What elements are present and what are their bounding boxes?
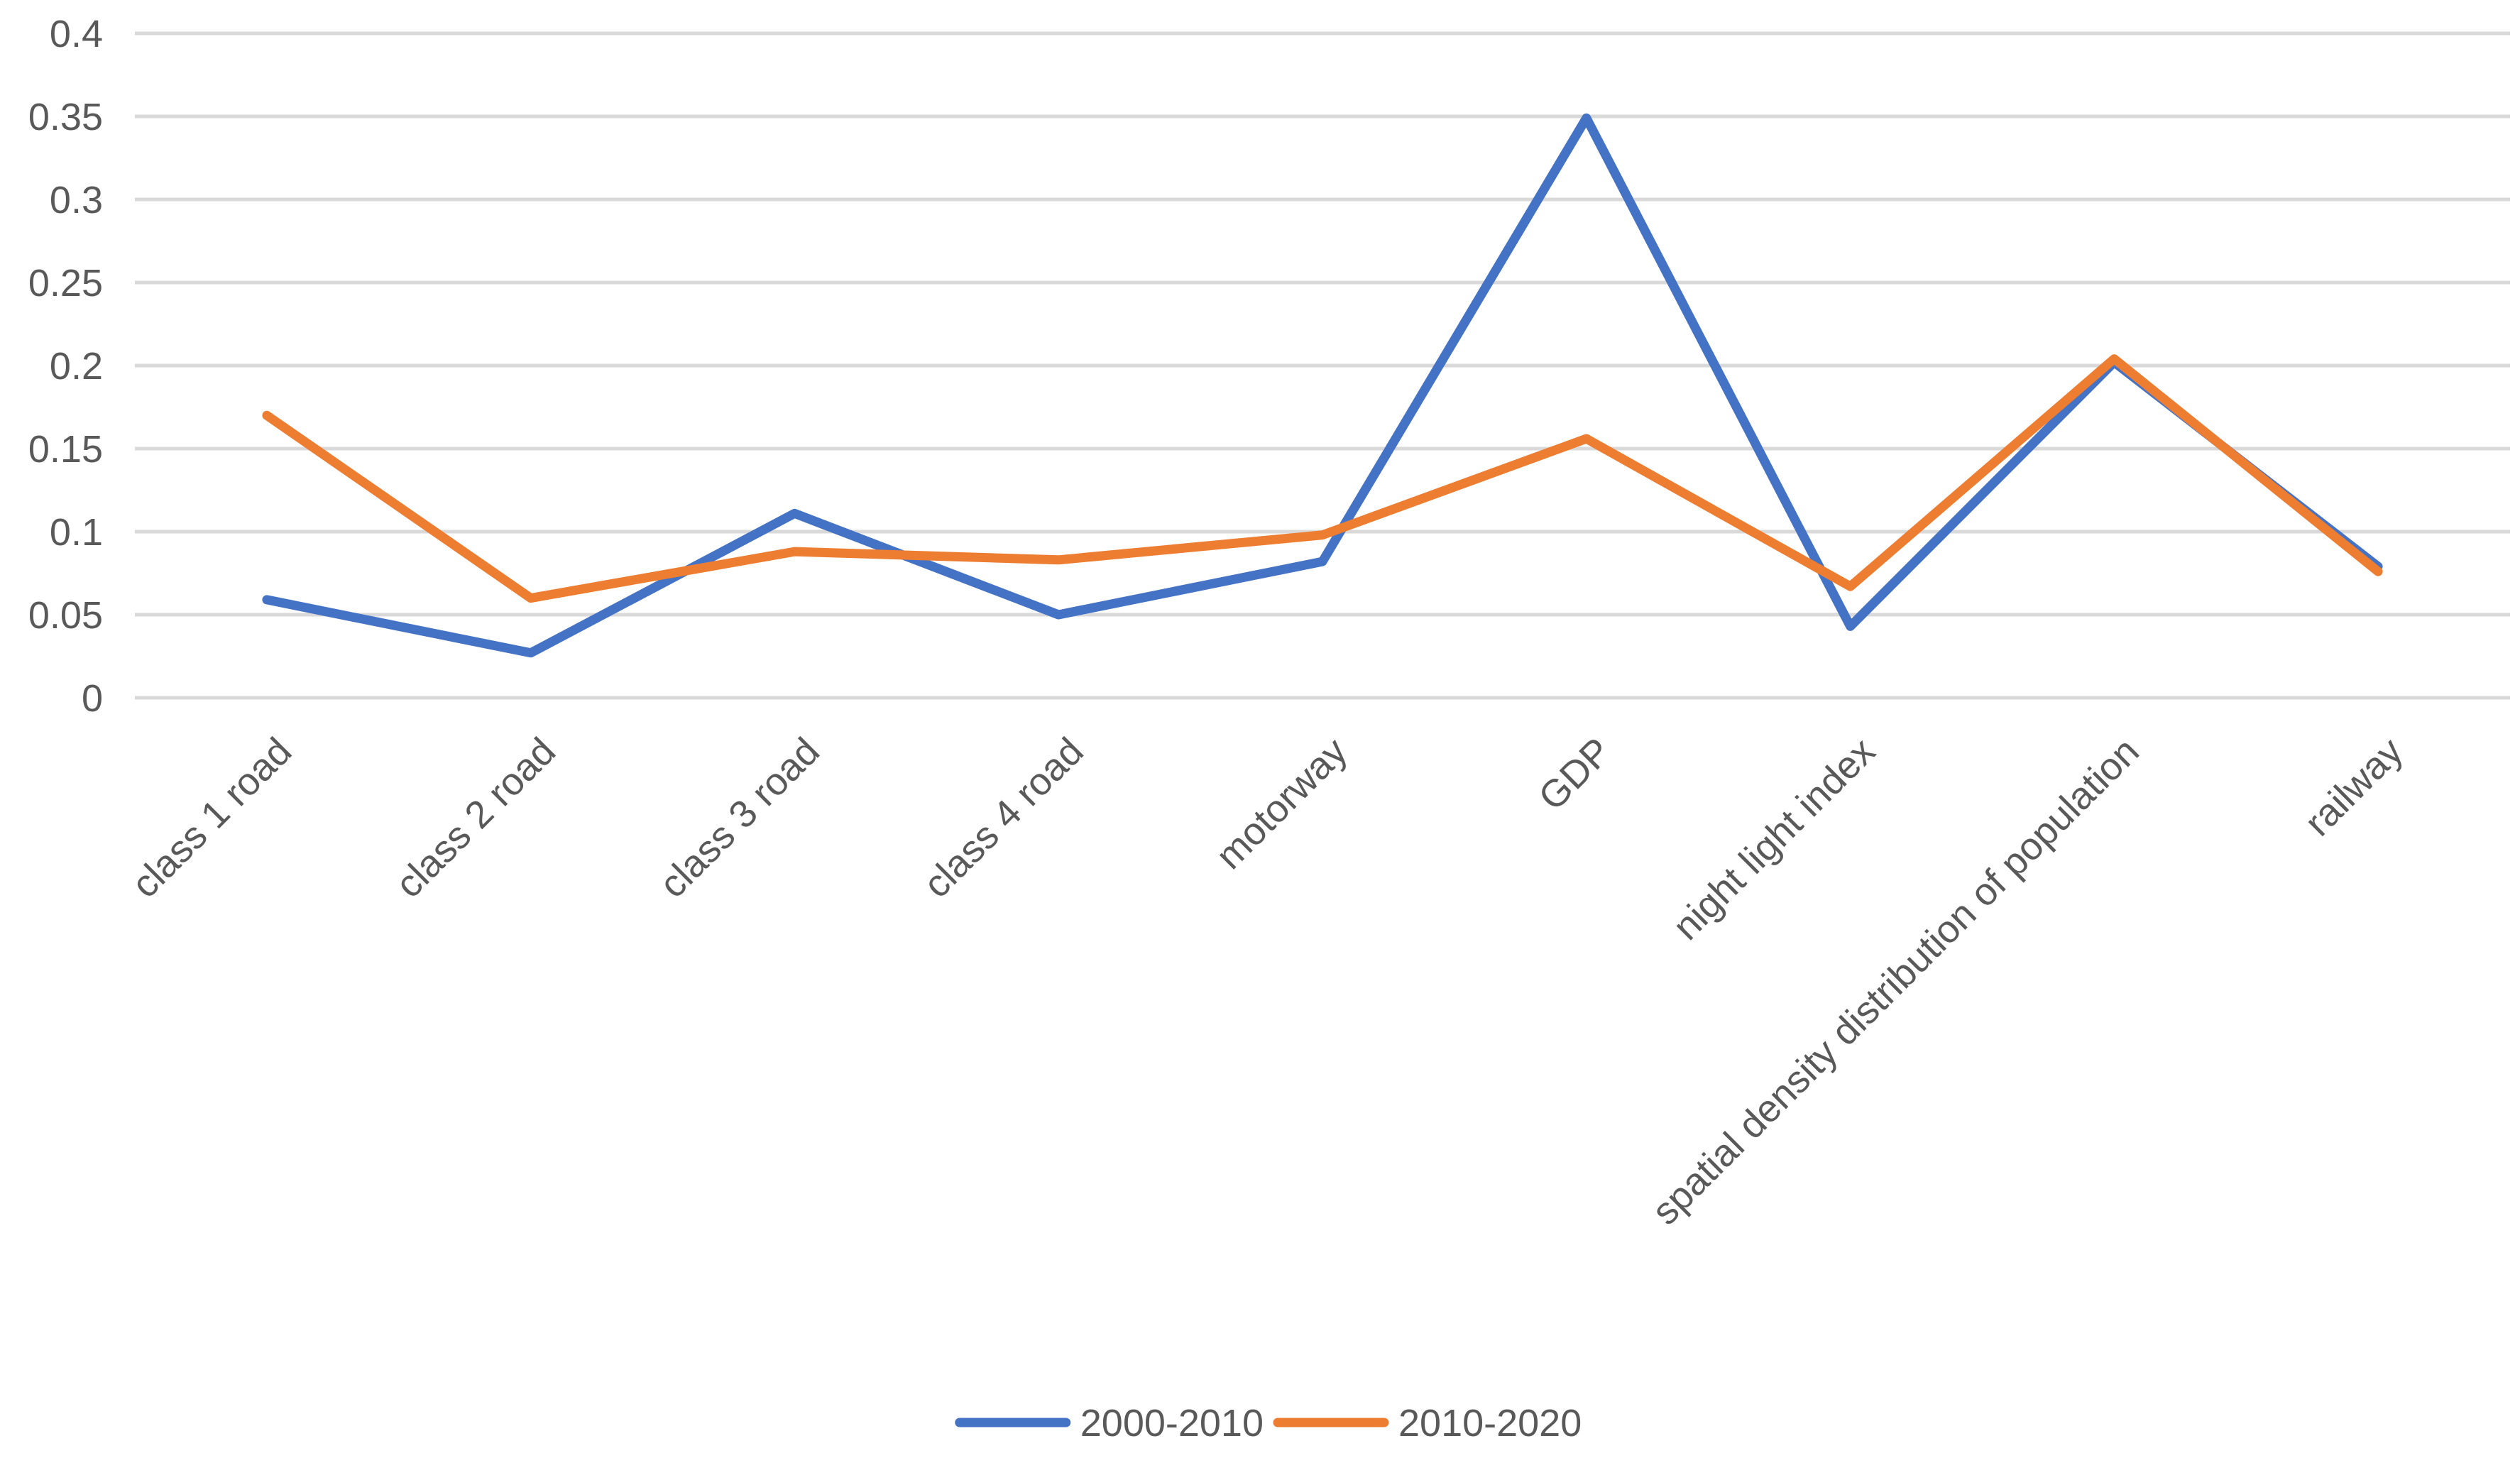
x-tick-label: class 4 road [915,730,1091,906]
x-tick-label: class 2 road [388,730,564,906]
series-line-2010-2020 [262,354,2383,603]
series-line-2000-2010 [262,113,2383,658]
legend-label: 2010-2020 [1398,1402,1582,1445]
legend: 2000-2010 2010-2020 [955,1402,1582,1445]
y-tick-label: 0.2 [50,345,103,388]
x-tick-label: class 1 road [124,730,300,906]
x-tick-label: class 3 road [652,730,828,906]
y-tick-label: 0.25 [28,262,103,305]
y-tick-label: 0.05 [28,594,103,637]
x-tick-label: motorway [1208,730,1356,877]
series-lines [262,113,2383,658]
y-tick-label: 0.15 [28,428,103,471]
y-tick-label: 0.1 [50,511,103,554]
x-tick-label: GDP [1530,730,1619,818]
x-tick-label: railway [2296,730,2411,844]
y-tick-label: 0.4 [50,13,103,55]
y-tick-label: 0.35 [28,96,103,138]
x-axis-tick-labels: class 1 road class 2 road class 3 road clas… [124,730,2411,1233]
y-tick-label: 0.3 [50,179,103,221]
gridlines [135,31,2510,700]
y-axis-tick-labels: 0 0.05 0.1 0.15 0.2 0.25 0.3 0.35 0.4 [28,13,103,720]
legend-label: 2000-2010 [1080,1402,1264,1445]
x-tick-label: night light index [1665,730,1883,948]
y-tick-label: 0 [82,677,103,720]
x-tick-label: spatial density distribution of populati… [1644,730,2147,1233]
